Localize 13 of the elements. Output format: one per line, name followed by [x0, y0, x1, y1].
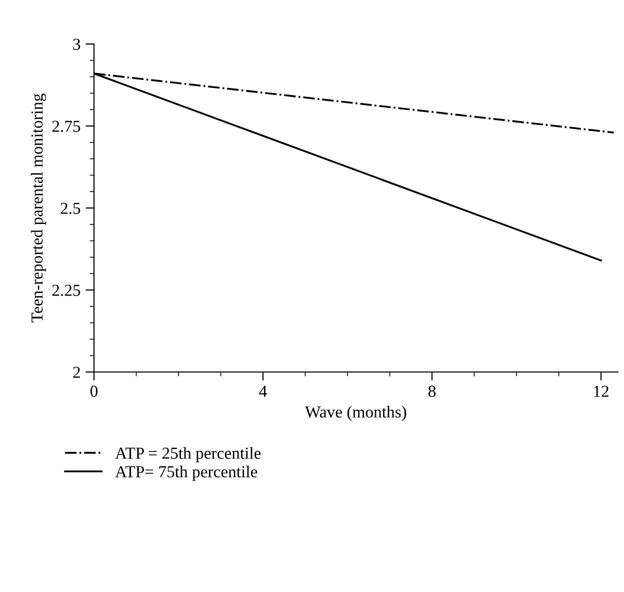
y-axis-title: Teen-reported parental monitoring [30, 94, 46, 322]
x-tick-label: 0 [90, 386, 98, 397]
y-tick-label: 3 [73, 38, 80, 50]
x-axis-title: Wave (months) [305, 406, 406, 421]
legend-label: ATP= 75th percentile [115, 466, 258, 481]
x-tick-label: 12 [594, 386, 608, 397]
y-tick-label: 2.75 [52, 120, 80, 132]
y-tick-label: 2.25 [52, 284, 80, 296]
x-tick-label: 4 [259, 386, 267, 397]
y-tick-label: 2 [73, 366, 80, 378]
x-tick-label: 8 [428, 386, 436, 397]
legend-label: ATP = 25th percentile [115, 447, 261, 462]
y-tick-label: 2.5 [60, 202, 80, 214]
